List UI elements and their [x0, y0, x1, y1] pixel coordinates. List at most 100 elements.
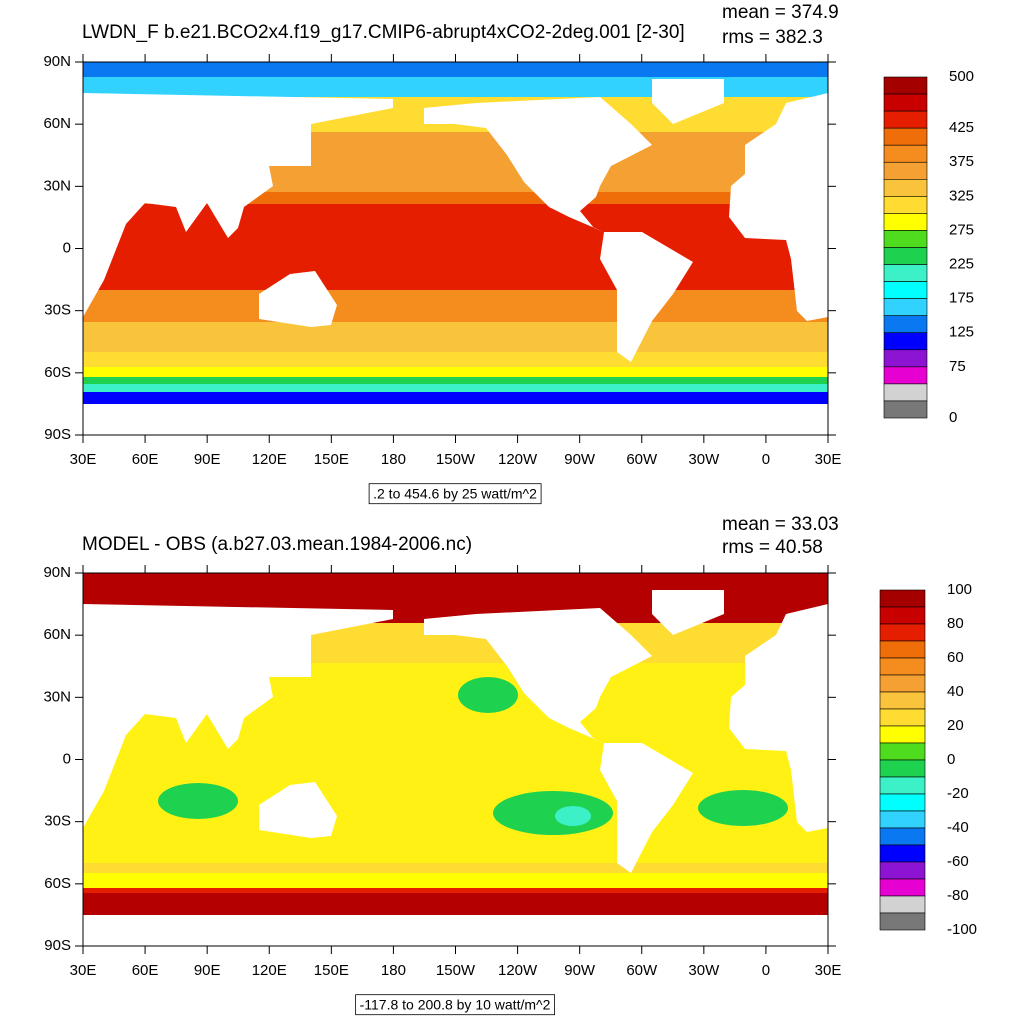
y-tick-label: 60S: [44, 875, 71, 892]
map-title: LWDN_F b.e21.BCO2x4.f19_g17.CMIP6-abrupt…: [82, 22, 685, 43]
map-title: MODEL - OBS (a.b27.03.mean.1984-2006.nc): [82, 534, 472, 555]
colorbar-box: [883, 281, 928, 299]
x-tick-label: 150W: [436, 451, 476, 468]
colorbar-label: 0: [949, 409, 957, 426]
colorbar-box: [883, 144, 928, 163]
mean-label: mean = 33.03: [722, 514, 839, 535]
rms-label: rms = 382.3: [722, 27, 823, 48]
colorbar-label: 0: [947, 751, 955, 768]
colorbar-label: 20: [947, 717, 964, 734]
x-tick-label: 60W: [626, 962, 658, 979]
colorbar-label: -40: [947, 819, 969, 836]
colorbar-label: 275: [949, 221, 974, 238]
colorbar-box: [883, 161, 928, 180]
colorbar-box: [879, 640, 926, 659]
colorbar-box: [883, 179, 928, 197]
y-tick-label: 60N: [43, 115, 71, 132]
y-tick-label: 90N: [43, 564, 71, 581]
x-tick-label: 30E: [70, 451, 97, 468]
colorbar-box: [883, 127, 928, 146]
colorbar-label: 40: [947, 683, 964, 700]
info-label: -117.8 to 200.8 by 10 watt/m^2: [360, 997, 551, 1013]
mean-label: mean = 374.9: [722, 2, 839, 23]
colorbar-label: 325: [949, 187, 974, 204]
y-tick-label: 90S: [44, 426, 71, 443]
x-tick-label: 0: [762, 451, 770, 468]
colorbar-label: 60: [947, 649, 964, 666]
colorbar-box: [879, 691, 926, 710]
colorbar-label: -20: [947, 785, 969, 802]
colorbar-box: [879, 861, 926, 880]
colorbar-box: [879, 793, 926, 812]
colorbar-box: [883, 196, 928, 214]
colorbar-box: [879, 810, 926, 829]
colorbar-label: -60: [947, 853, 969, 870]
colorbar-label: 225: [949, 256, 974, 273]
colorbar-box: [883, 110, 928, 129]
y-tick-label: 30S: [44, 302, 71, 319]
y-tick-label: 0: [63, 750, 71, 767]
y-tick-label: 30S: [44, 813, 71, 830]
colorbar-box: [883, 93, 928, 112]
x-tick-label: 30E: [70, 962, 97, 979]
x-tick-label: 60E: [132, 962, 159, 979]
x-tick-label: 0: [762, 962, 770, 979]
x-tick-label: 90W: [564, 451, 596, 468]
y-tick-label: 60S: [44, 364, 71, 381]
colorbar-box: [883, 213, 928, 231]
colorbar-box: [879, 827, 926, 846]
colorbar-label: 75: [949, 358, 966, 375]
colorbar-label: -80: [947, 887, 969, 904]
colorbar-box: [883, 332, 928, 351]
colorbar-box: [879, 844, 926, 863]
colorbar-label: 125: [949, 324, 974, 341]
x-tick-label: 120W: [498, 962, 538, 979]
y-tick-label: 0: [63, 239, 71, 256]
colorbar-box: [879, 606, 926, 625]
colorbar-box: [879, 895, 926, 914]
x-tick-label: 30E: [815, 962, 842, 979]
colorbar-box: [879, 759, 926, 778]
colorbar-box: [879, 674, 926, 693]
colorbar-box: [879, 742, 926, 761]
x-tick-label: 60W: [626, 451, 658, 468]
info-box: [355, 994, 555, 1016]
colorbar-box: [879, 725, 926, 744]
colorbar-box: [883, 366, 928, 385]
colorbar-label: 80: [947, 615, 964, 632]
colorbar-box: [883, 315, 928, 334]
rms-label: rms = 40.58: [722, 537, 823, 558]
x-tick-label: 30W: [688, 962, 720, 979]
x-tick-label: 180: [381, 451, 406, 468]
y-tick-label: 30N: [43, 688, 71, 705]
x-tick-label: 60E: [132, 451, 159, 468]
colorbar-label: -100: [947, 921, 977, 938]
colorbar-box: [879, 776, 926, 795]
y-tick-label: 90S: [44, 937, 71, 954]
colorbar-box: [879, 623, 926, 642]
x-tick-label: 150W: [436, 962, 476, 979]
x-tick-label: 120E: [252, 451, 287, 468]
colorbar-box: [883, 400, 928, 419]
colorbar-box: [883, 230, 928, 248]
colorbar-label: 100: [947, 581, 972, 598]
y-tick-label: 60N: [43, 626, 71, 643]
colorbar-box: [883, 298, 928, 316]
y-tick-label: 30N: [43, 177, 71, 194]
colorbar-label: 425: [949, 119, 974, 136]
info-box: [368, 483, 542, 505]
x-tick-label: 90E: [194, 962, 221, 979]
x-tick-label: 180: [381, 962, 406, 979]
map-field: [83, 573, 828, 946]
info-label: .2 to 454.6 by 25 watt/m^2: [373, 486, 537, 502]
colorbar-label: 175: [949, 290, 974, 307]
x-tick-label: 150E: [314, 962, 349, 979]
colorbar-label: 375: [949, 153, 974, 170]
colorbar-box: [883, 264, 928, 282]
x-tick-label: 30W: [688, 451, 720, 468]
colorbar-box: [879, 708, 926, 727]
colorbar-box: [883, 349, 928, 368]
y-tick-label: 90N: [43, 53, 71, 70]
colorbar-box: [879, 589, 926, 608]
x-tick-label: 120E: [252, 962, 287, 979]
